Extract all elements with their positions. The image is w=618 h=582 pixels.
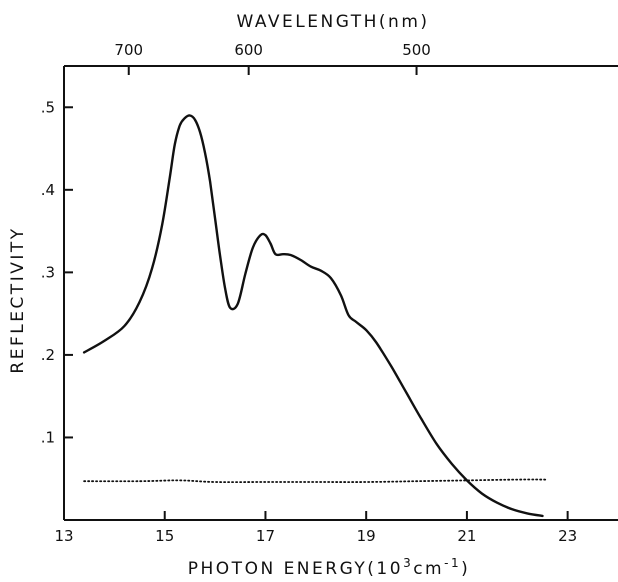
- top-axis-tick-label: 700: [114, 41, 143, 59]
- x-tick-label: 17: [256, 527, 275, 545]
- y-axis-ticks: .1 .2 .3 .4 .5: [41, 98, 73, 446]
- x-tick-label: 23: [558, 527, 577, 545]
- top-axis-tick-label: 500: [402, 41, 431, 59]
- x-tick-label: 19: [357, 527, 376, 545]
- x-tick-label: 15: [155, 527, 174, 545]
- x-tick-label: 21: [457, 527, 476, 545]
- x-tick-label: 13: [54, 527, 73, 545]
- axes: [63, 65, 618, 521]
- x-axis-title: PHOTON ENERGY(103cm-1): [188, 556, 470, 579]
- y-tick-label: .2: [41, 346, 55, 364]
- y-tick-label: .4: [41, 181, 55, 199]
- top-axis-tick-label: 600: [234, 41, 263, 59]
- top-axis-ticks: 700 600 500: [114, 41, 431, 75]
- series-lines: [82, 114, 549, 518]
- reflectivity-curve: [82, 114, 544, 518]
- top-axis-title: WAVELENGTH(nm): [236, 12, 429, 32]
- dotted-baseline-line: [83, 478, 549, 484]
- y-axis-title: REFLECTIVITY: [8, 226, 28, 373]
- y-tick-label: .3: [41, 263, 55, 281]
- y-tick-label: .5: [41, 98, 55, 116]
- y-tick-label: .1: [41, 428, 55, 446]
- x-axis-ticks: 13 15 17 19 21 23: [54, 511, 577, 545]
